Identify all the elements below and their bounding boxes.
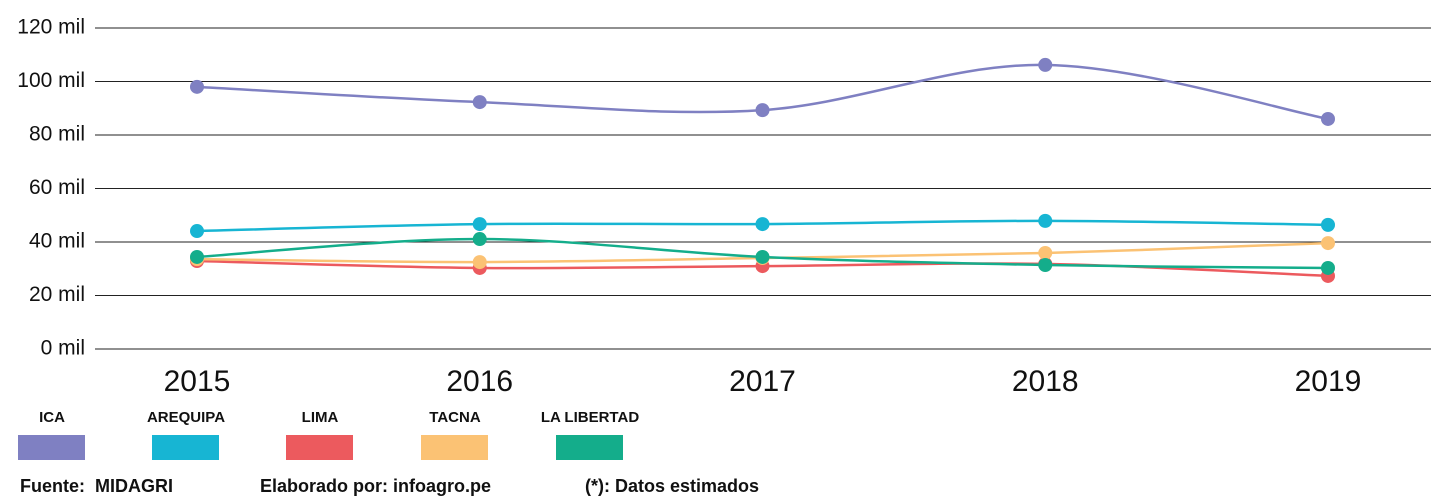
legend-swatch: [556, 435, 623, 460]
x-tick-label: 2016: [446, 365, 513, 398]
data-point: [1321, 236, 1335, 251]
data-point: [1038, 213, 1053, 228]
data-point: [755, 249, 770, 264]
y-tick-label: 60 mil: [29, 176, 85, 199]
footer-note: Fuente: MIDAGRI: [20, 476, 173, 496]
data-point: [472, 95, 487, 110]
legend-label: ICA: [39, 409, 65, 426]
data-point: [755, 103, 770, 118]
data-point: [190, 249, 204, 264]
legend-label: TACNA: [429, 409, 481, 426]
data-point: [1038, 245, 1053, 260]
data-point: [1321, 217, 1335, 232]
data-point: [755, 217, 770, 232]
data-point: [472, 217, 487, 232]
x-tick-label: 2018: [1012, 365, 1079, 398]
legend-label: AREQUIPA: [147, 409, 225, 426]
data-point: [1321, 111, 1335, 126]
footer-note: Elaborado por: infoagro.pe: [260, 476, 491, 496]
legend-swatch: [152, 435, 219, 460]
x-tick-label: 2015: [164, 365, 231, 398]
legend-swatch: [421, 435, 488, 460]
data-point: [1038, 258, 1053, 273]
data-point: [472, 232, 487, 247]
x-tick-label: 2017: [729, 365, 796, 398]
footer-note: (*): Datos estimados: [585, 476, 759, 496]
legend-swatch: [18, 435, 85, 460]
y-tick-label: 40 mil: [29, 230, 85, 253]
legend-label: LA LIBERTAD: [541, 409, 639, 426]
x-tick-label: 2019: [1295, 365, 1362, 398]
y-tick-label: 120 mil: [17, 16, 85, 39]
y-tick-label: 80 mil: [29, 123, 85, 146]
data-point: [472, 255, 487, 270]
legend-swatch: [286, 435, 353, 460]
y-tick-label: 20 mil: [29, 283, 85, 306]
data-point: [1321, 260, 1335, 275]
data-point: [190, 79, 204, 94]
legend-label: LIMA: [302, 409, 339, 426]
data-point: [1038, 57, 1053, 72]
y-tick-label: 100 mil: [17, 69, 85, 92]
y-tick-label: 0 mil: [41, 337, 85, 360]
data-point: [190, 224, 204, 239]
